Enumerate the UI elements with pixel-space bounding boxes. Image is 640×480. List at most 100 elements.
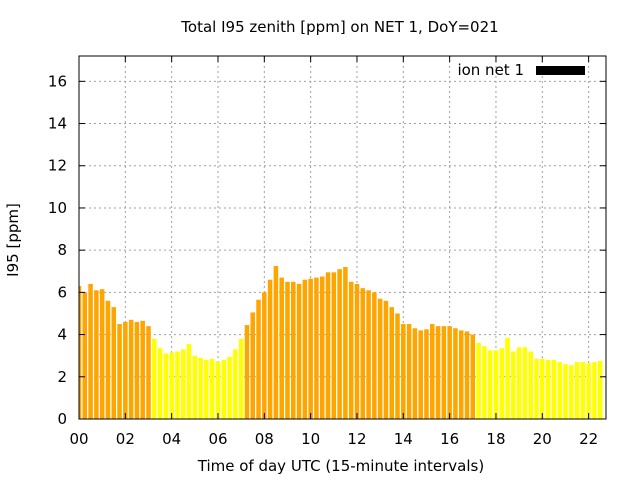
bar — [435, 326, 441, 419]
bar — [79, 286, 82, 419]
bar — [412, 328, 418, 419]
y-tick-label: 8 — [57, 241, 67, 259]
x-tick-label: 14 — [394, 430, 413, 448]
bar — [198, 357, 203, 419]
bar — [111, 307, 117, 419]
bar — [487, 350, 493, 419]
bar — [279, 277, 284, 419]
bar — [401, 324, 406, 419]
bar — [441, 326, 447, 419]
bar — [250, 312, 255, 419]
legend-swatch — [536, 66, 585, 75]
bar — [291, 281, 296, 419]
bar — [360, 288, 366, 419]
bar — [580, 362, 586, 419]
bar — [331, 272, 337, 419]
bar — [354, 283, 360, 419]
bar — [221, 359, 227, 419]
bar — [146, 326, 151, 419]
bar — [244, 325, 250, 419]
bar — [163, 353, 169, 419]
bar — [389, 307, 394, 419]
bar — [430, 324, 435, 419]
bar — [424, 329, 429, 419]
x-tick-label: 04 — [162, 430, 181, 448]
bar — [128, 319, 134, 419]
bar — [557, 362, 562, 419]
bar — [227, 356, 232, 419]
bar — [273, 265, 279, 419]
bar — [482, 346, 487, 419]
bar — [82, 292, 88, 419]
bar — [204, 359, 209, 419]
bar — [372, 292, 377, 419]
bar — [267, 279, 273, 419]
bar — [152, 338, 157, 419]
plot-frame — [78, 55, 607, 420]
x-tick-label: 08 — [255, 430, 274, 448]
bar — [192, 355, 198, 419]
x-tick-label: 10 — [301, 430, 320, 448]
bar — [574, 362, 580, 419]
bar — [285, 281, 290, 419]
bar — [314, 277, 319, 419]
bar — [586, 363, 591, 419]
bar — [238, 338, 244, 419]
bar — [325, 272, 331, 419]
bar — [319, 276, 325, 419]
y-tick-label: 2 — [57, 368, 67, 386]
bar — [105, 300, 111, 419]
x-tick-label: 16 — [440, 430, 459, 448]
bar — [94, 290, 99, 419]
bar — [395, 313, 400, 419]
bar — [592, 362, 597, 419]
bar — [157, 348, 163, 419]
y-tick-label: 10 — [48, 199, 67, 217]
bar — [522, 347, 528, 419]
bar — [256, 299, 261, 419]
bar — [545, 359, 551, 419]
x-axis-label: Time of day UTC (15-minute intervals) — [197, 457, 484, 475]
bar — [447, 326, 452, 419]
bar — [540, 358, 545, 419]
bar — [499, 348, 505, 419]
y-tick-label: 14 — [48, 115, 67, 133]
y-tick-label: 12 — [48, 157, 67, 175]
bar — [186, 344, 192, 419]
bar — [296, 283, 302, 419]
grid — [79, 56, 606, 419]
bar — [337, 269, 342, 419]
bar — [140, 320, 145, 419]
bar — [505, 337, 510, 419]
bar — [262, 292, 267, 419]
bar — [302, 279, 308, 419]
bar — [458, 330, 464, 419]
bar — [464, 331, 470, 419]
bar — [406, 324, 412, 419]
legend: ion net 1 — [457, 61, 585, 79]
x-tick-label: 20 — [533, 430, 552, 448]
bar — [597, 360, 603, 419]
bar — [343, 267, 348, 419]
y-tick-label: 4 — [57, 326, 67, 344]
bar — [123, 321, 128, 419]
bar — [516, 347, 522, 419]
x-tick-label: 00 — [69, 430, 88, 448]
y-axis-label: I95 [ppm] — [4, 203, 22, 277]
bar — [180, 349, 186, 419]
bar — [418, 330, 423, 419]
bar — [215, 362, 221, 419]
x-tick-label: 02 — [116, 430, 135, 448]
y-tick-label: 6 — [57, 283, 67, 301]
bar — [476, 343, 481, 419]
bar — [233, 349, 238, 419]
bar — [88, 283, 93, 419]
bar — [134, 321, 140, 419]
bar — [175, 351, 180, 419]
x-tick-label: 12 — [347, 430, 366, 448]
bar — [470, 334, 476, 419]
legend-label: ion net 1 — [457, 61, 524, 79]
bar — [348, 281, 354, 419]
